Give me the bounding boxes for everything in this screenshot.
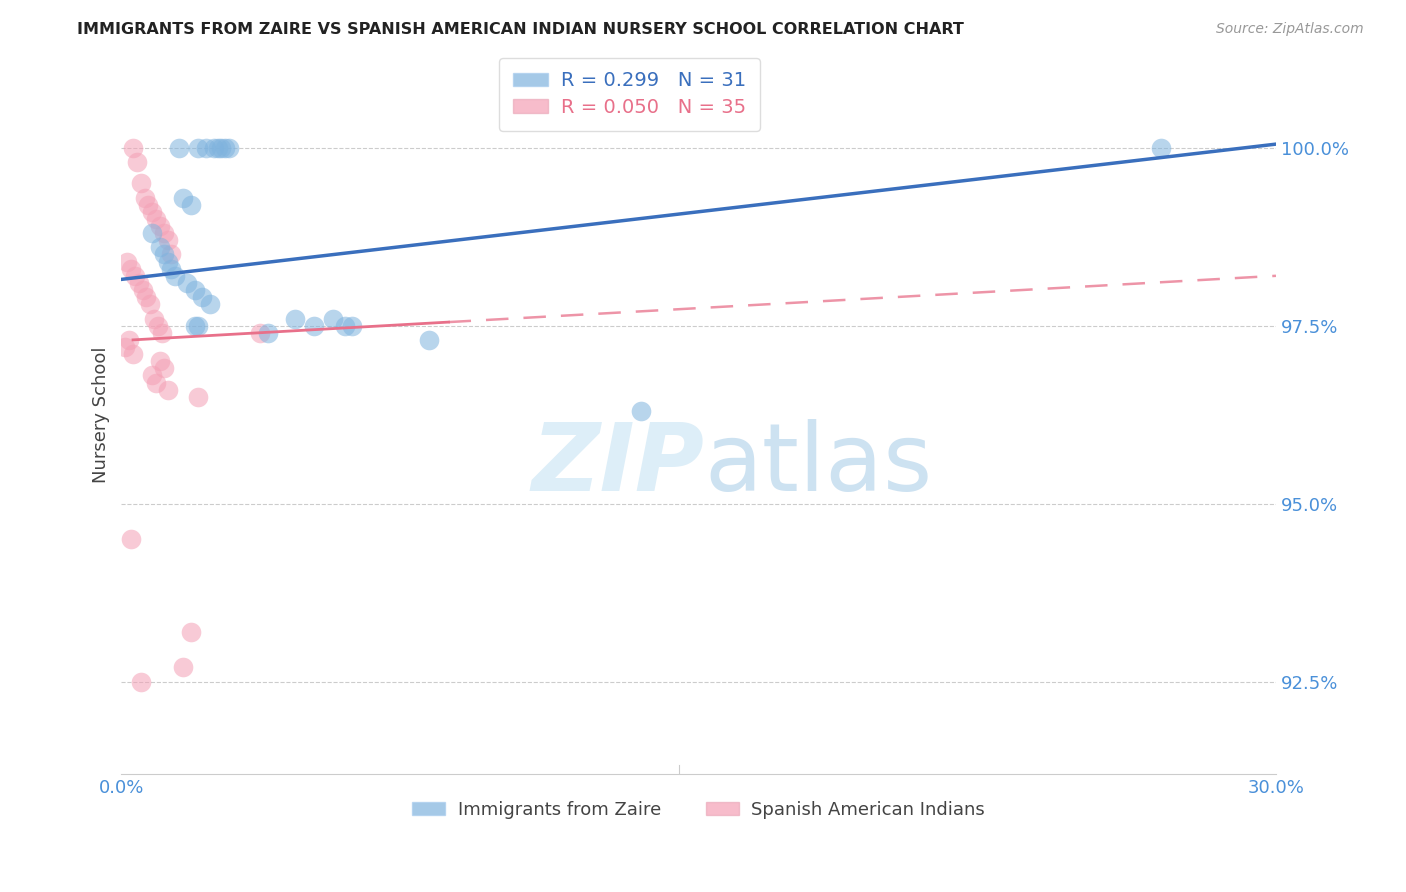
Point bbox=[125, 155, 148, 169]
Point bbox=[160, 261, 183, 276]
Point bbox=[146, 318, 169, 333]
Point bbox=[630, 404, 652, 418]
Point bbox=[149, 240, 172, 254]
Point bbox=[172, 190, 194, 204]
Point bbox=[187, 141, 209, 155]
Point bbox=[342, 318, 364, 333]
Point bbox=[118, 333, 141, 347]
Point bbox=[165, 268, 187, 283]
Point bbox=[302, 318, 325, 333]
Point bbox=[1149, 141, 1171, 155]
Point bbox=[322, 311, 344, 326]
Point bbox=[152, 226, 174, 240]
Point bbox=[149, 354, 172, 368]
Text: Source: ZipAtlas.com: Source: ZipAtlas.com bbox=[1216, 22, 1364, 37]
Point bbox=[187, 318, 209, 333]
Point bbox=[198, 297, 221, 311]
Y-axis label: Nursery School: Nursery School bbox=[93, 346, 110, 483]
Point bbox=[120, 261, 142, 276]
Point bbox=[143, 311, 166, 326]
Point bbox=[135, 290, 157, 304]
Point bbox=[149, 219, 172, 233]
Point bbox=[145, 211, 167, 226]
Point bbox=[115, 254, 138, 268]
Point bbox=[122, 141, 145, 155]
Point bbox=[211, 141, 233, 155]
Point bbox=[183, 318, 205, 333]
Text: IMMIGRANTS FROM ZAIRE VS SPANISH AMERICAN INDIAN NURSERY SCHOOL CORRELATION CHAR: IMMIGRANTS FROM ZAIRE VS SPANISH AMERICA… bbox=[77, 22, 965, 37]
Point bbox=[129, 674, 152, 689]
Point bbox=[176, 276, 198, 290]
Point bbox=[122, 347, 145, 361]
Point bbox=[120, 532, 142, 546]
Point bbox=[134, 190, 156, 204]
Point bbox=[152, 361, 174, 376]
Text: atlas: atlas bbox=[704, 419, 932, 511]
Point bbox=[167, 141, 190, 155]
Point bbox=[150, 326, 173, 340]
Point bbox=[124, 268, 146, 283]
Point bbox=[333, 318, 356, 333]
Point bbox=[156, 254, 179, 268]
Point bbox=[129, 176, 152, 190]
Point bbox=[218, 141, 240, 155]
Point bbox=[183, 283, 205, 297]
Point bbox=[249, 326, 271, 340]
Point bbox=[180, 197, 202, 211]
Point bbox=[418, 333, 440, 347]
Point bbox=[195, 141, 218, 155]
Point bbox=[172, 660, 194, 674]
Text: ZIP: ZIP bbox=[531, 419, 704, 511]
Point bbox=[207, 141, 229, 155]
Point bbox=[141, 368, 163, 383]
Point bbox=[128, 276, 150, 290]
Point bbox=[141, 204, 163, 219]
Point bbox=[139, 297, 162, 311]
Point bbox=[284, 311, 307, 326]
Point bbox=[131, 283, 153, 297]
Point bbox=[187, 390, 209, 404]
Legend: Immigrants from Zaire, Spanish American Indians: Immigrants from Zaire, Spanish American … bbox=[405, 794, 993, 826]
Point bbox=[256, 326, 278, 340]
Point bbox=[114, 340, 136, 354]
Point bbox=[214, 141, 236, 155]
Point bbox=[145, 376, 167, 390]
Point bbox=[180, 624, 202, 639]
Point bbox=[156, 233, 179, 247]
Point bbox=[191, 290, 214, 304]
Point bbox=[202, 141, 225, 155]
Point bbox=[138, 197, 160, 211]
Point bbox=[141, 226, 163, 240]
Point bbox=[156, 383, 179, 397]
Point bbox=[160, 247, 183, 261]
Point bbox=[152, 247, 174, 261]
